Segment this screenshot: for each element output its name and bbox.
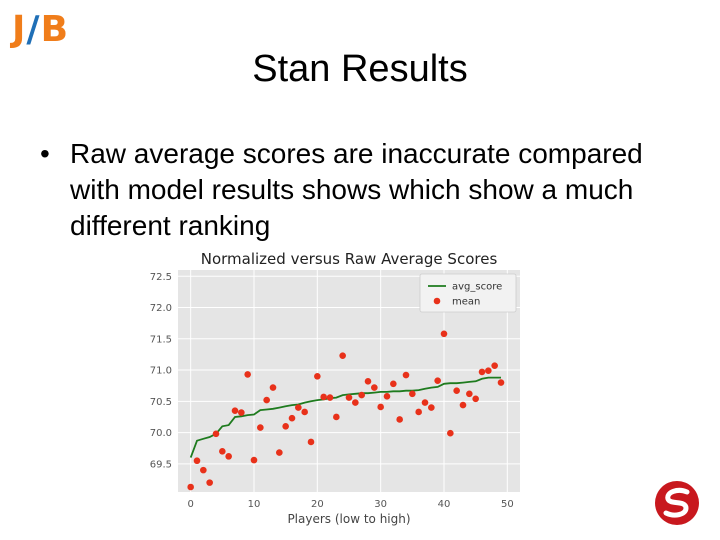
y-tick-label: 70.0 xyxy=(150,428,172,439)
y-tick-label: 69.5 xyxy=(150,459,172,470)
bullet-dot-icon: • xyxy=(40,138,50,169)
chart: Normalized versus Raw Average Scores 0 10 2… xyxy=(150,250,520,526)
mean-point xyxy=(307,438,315,446)
x-tick-label: 50 xyxy=(501,499,514,510)
mean-point xyxy=(472,395,479,403)
mean-point xyxy=(497,379,505,386)
mean-point xyxy=(396,416,403,423)
legend-label-avg-score: avg_score xyxy=(452,282,502,293)
legend-label-mean: mean xyxy=(452,297,480,308)
mean-point xyxy=(459,401,467,409)
mean-point xyxy=(269,384,277,391)
mean-point xyxy=(257,424,264,431)
mean-point xyxy=(345,394,353,401)
mean-point xyxy=(250,456,258,464)
bullet-text: Raw average scores are inaccurate compar… xyxy=(70,138,643,241)
mean-point xyxy=(390,380,397,388)
mean-point xyxy=(371,384,378,391)
mean-point xyxy=(333,413,340,421)
chart-title: Normalized versus Raw Average Scores xyxy=(201,250,498,268)
mean-point xyxy=(491,362,498,369)
mean-point xyxy=(466,390,473,398)
mean-point xyxy=(187,483,194,491)
mean-point xyxy=(282,423,289,430)
avg-score-line xyxy=(189,376,501,458)
logo-slash: / xyxy=(26,9,41,50)
mean-point xyxy=(219,448,226,455)
mean-point xyxy=(295,404,302,411)
mean-point xyxy=(358,391,365,399)
mean-point xyxy=(485,367,492,374)
mean-point xyxy=(421,399,429,406)
y-tick-label: 72.5 xyxy=(150,272,172,283)
mean-point xyxy=(352,399,359,406)
mean-point xyxy=(225,453,232,460)
mean-point xyxy=(415,408,422,416)
y-tick-label: 72.0 xyxy=(150,303,172,314)
mean-point xyxy=(314,373,321,380)
mean-point xyxy=(206,479,213,486)
y-tick-label: 70.5 xyxy=(150,397,172,408)
mean-point xyxy=(409,390,416,398)
mean-point xyxy=(238,409,245,416)
jb-logo: J/B xyxy=(12,12,69,48)
logo-letter-b: B xyxy=(40,9,70,50)
mean-point xyxy=(447,429,454,437)
legend-dot-swatch xyxy=(433,297,441,305)
mean-point xyxy=(453,387,460,394)
legend-box xyxy=(419,273,517,313)
x-tick-label: 0 xyxy=(187,499,193,510)
y-tick-label: 71.5 xyxy=(150,334,172,345)
logo-letter-j: J xyxy=(12,9,27,50)
mean-point xyxy=(364,378,372,385)
x-tick-label: 40 xyxy=(438,499,451,510)
mean-point xyxy=(212,430,220,438)
mean-point xyxy=(193,457,201,465)
mean-point xyxy=(200,466,207,474)
mean-point xyxy=(434,377,441,384)
mean-point xyxy=(320,393,327,401)
x-axis-label: Players (low to high) xyxy=(287,512,410,526)
bullet-item: • Raw average scores are inaccurate comp… xyxy=(40,136,680,244)
mean-point xyxy=(276,449,283,456)
y-tick-label: 71.0 xyxy=(150,366,172,377)
brand-logo-icon xyxy=(655,481,699,525)
mean-point xyxy=(263,396,270,404)
mean-point xyxy=(440,330,448,338)
mean-point xyxy=(402,371,410,379)
mean-point xyxy=(478,368,486,376)
x-tick-label: 20 xyxy=(311,499,324,510)
mean-point xyxy=(428,404,435,411)
mean-point xyxy=(377,403,384,411)
mean-point xyxy=(244,371,251,378)
x-tick-label: 30 xyxy=(374,499,387,510)
mean-point xyxy=(231,407,239,415)
mean-point xyxy=(301,408,308,416)
mean-point xyxy=(339,352,346,359)
mean-point xyxy=(326,394,334,401)
mean-point xyxy=(288,414,296,422)
x-tick-label: 10 xyxy=(248,499,261,510)
mean-point xyxy=(383,393,391,400)
slide-title: Stan Results xyxy=(252,48,468,90)
